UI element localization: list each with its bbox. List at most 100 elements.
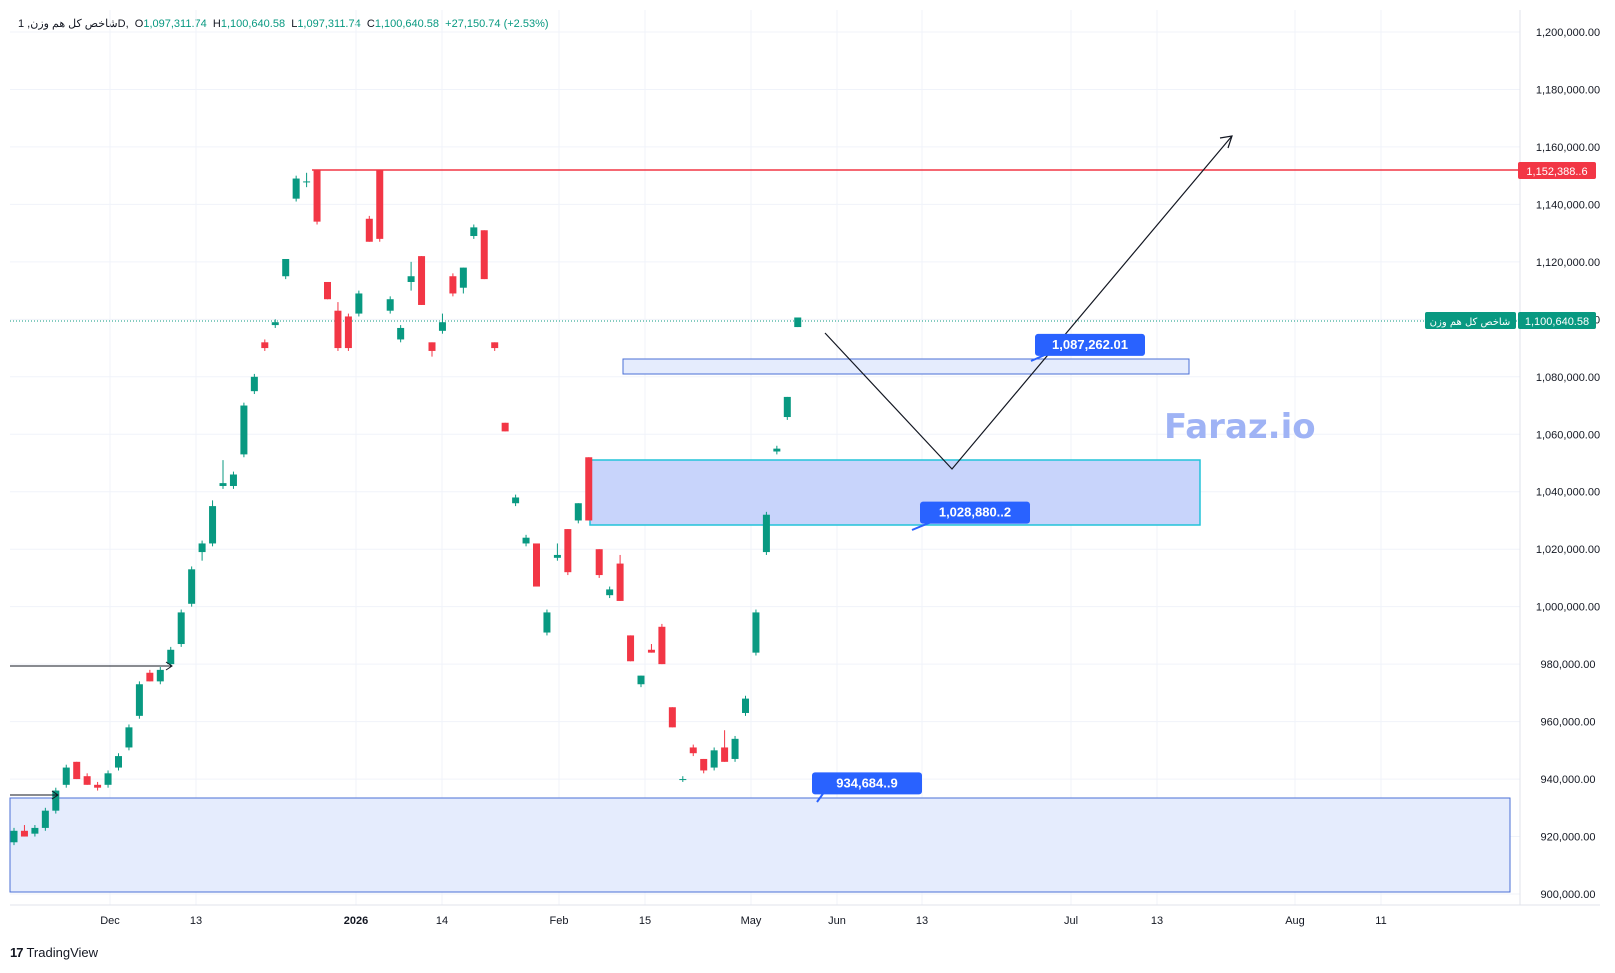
x-tick-label: Jun (828, 915, 846, 927)
candle-body (658, 626, 666, 665)
y-tick-label: 1,160,000.00 (1536, 142, 1600, 154)
candle-body (303, 181, 311, 183)
arrow-low (10, 661, 173, 671)
candle (700, 758, 708, 774)
candle-body (585, 457, 593, 521)
candle (459, 267, 467, 294)
tradingview-logo[interactable]: 17 TradingView (10, 945, 98, 960)
candle-body (167, 649, 175, 665)
y-tick-label: 960,000.00 (1540, 717, 1595, 729)
candle (250, 373, 258, 395)
candle-body (219, 483, 227, 486)
candle (606, 586, 614, 599)
candle (491, 342, 499, 351)
candle-body (229, 474, 237, 486)
legend-open: 1,097,311.74 (143, 18, 207, 30)
candle (292, 175, 300, 202)
candle-body (41, 810, 49, 828)
current-price-text: 1,100,640.58 (1525, 316, 1589, 328)
tradingview-icon: 17 (10, 945, 24, 960)
candle-body (125, 727, 133, 748)
candle (83, 773, 91, 785)
candle-body (188, 569, 196, 604)
candle-body (313, 169, 321, 222)
candle-body (647, 649, 655, 653)
candle (115, 753, 122, 771)
x-tick-label: Aug (1285, 915, 1305, 927)
callout-text: 934,684..9 (836, 775, 897, 790)
candle-body (376, 169, 384, 239)
candle (522, 534, 530, 547)
callout-box (920, 501, 1030, 524)
callout-box (812, 772, 922, 795)
y-tick-label: 1,080,000.00 (1536, 372, 1600, 384)
demand-zone-bottom (9, 797, 1511, 893)
candle-body (553, 554, 561, 558)
candle-body (710, 750, 718, 768)
y-tick-label: 1,120,000.00 (1536, 257, 1600, 269)
candle-body (501, 422, 509, 432)
price-callout: 1,028,880..2 (911, 501, 1030, 531)
candle-body (334, 310, 342, 349)
demand-zone-top (622, 358, 1190, 375)
candle (167, 646, 175, 668)
candle (52, 787, 60, 814)
legend-low-label: L (291, 18, 298, 30)
candle-body (762, 514, 770, 553)
candle (209, 500, 217, 547)
y-tick-label: 920,000.00 (1540, 832, 1595, 844)
candle-body (282, 258, 290, 277)
x-tick-label: May (741, 915, 762, 927)
candle-body (344, 316, 352, 349)
legend-open-label: O (134, 18, 144, 30)
candle (679, 776, 687, 782)
y-tick-label: 940,000.00 (1540, 774, 1595, 786)
candle (512, 494, 520, 507)
candle-body (73, 761, 81, 780)
candle (229, 471, 237, 489)
legend-symbol: 1 ,شاخص کل هم وزن (18, 18, 118, 30)
candle-body (418, 256, 426, 305)
tradingview-text: TradingView (26, 945, 99, 960)
candle (355, 290, 363, 317)
candle (41, 807, 49, 831)
candle (689, 744, 697, 757)
candle (480, 230, 488, 280)
candle (188, 566, 196, 607)
x-tick-label: Dec (100, 915, 120, 927)
candle-body (543, 612, 551, 633)
candle-body (627, 635, 635, 662)
candle-body (292, 178, 300, 199)
x-tick-label: 13 (1151, 915, 1163, 927)
candle (198, 540, 206, 561)
candle (721, 730, 729, 762)
candle-body (355, 293, 363, 314)
y-tick-label: 1,040,000.00 (1536, 487, 1600, 499)
candle (585, 457, 593, 521)
legend-close: 1,100,640.58 (374, 18, 440, 30)
candle (470, 224, 478, 239)
candle (731, 735, 739, 762)
candle-body (480, 230, 488, 280)
candle-body (470, 227, 478, 237)
candle (125, 724, 133, 751)
candle (240, 402, 248, 458)
x-tick-label: 15 (639, 915, 651, 927)
x-tick-label: Feb (550, 915, 569, 927)
candle (344, 313, 352, 351)
candles (10, 169, 802, 846)
legend-change: +27,150.74 (+2.53%) (445, 18, 549, 30)
legend-interval: D (117, 18, 126, 30)
candle (762, 511, 770, 555)
y-tick-label: 980,000.00 (1540, 659, 1595, 671)
current-price-label: شاخص کل هم وزن 1,100,640.58 (1425, 312, 1596, 329)
current-price-name: شاخص کل هم وزن (1430, 317, 1511, 328)
candle (794, 317, 802, 328)
candle-body (574, 503, 582, 521)
y-tick-label: 1,180,000.00 (1536, 84, 1600, 96)
resistance-price-text: 1,152,388..6 (1526, 166, 1587, 178)
candle-body (271, 322, 279, 326)
candle (365, 215, 373, 242)
candle-body (616, 563, 624, 601)
